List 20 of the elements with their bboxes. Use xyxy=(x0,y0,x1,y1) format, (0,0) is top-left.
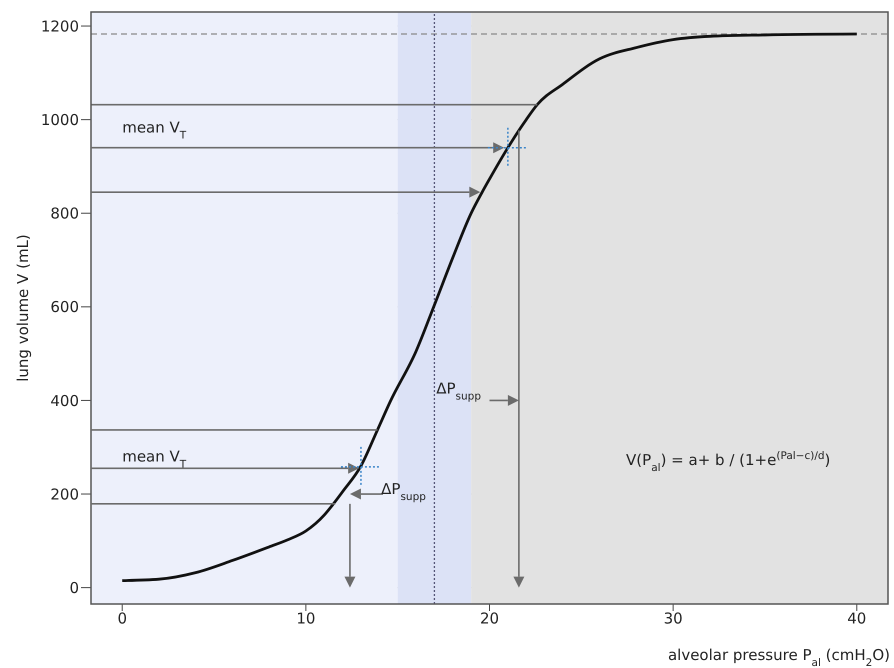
y-tick-label: 1200 xyxy=(40,17,79,36)
y-tick-label: 600 xyxy=(50,298,79,316)
x-tick-label: 0 xyxy=(117,610,127,628)
x-axis-title: alveolar pressure P$_{al}$ (cmH$_{2}$O) xyxy=(668,646,890,668)
line-series xyxy=(120,32,858,582)
annotation: ΔP$_{supp}$ xyxy=(381,480,426,504)
y-tick-label: 0 xyxy=(69,578,79,597)
x-tick-label: 30 xyxy=(664,610,683,628)
annotation: ΔP$_{supp}$ xyxy=(436,379,482,402)
annotation: mean V$_{T}$ xyxy=(122,447,187,470)
x-tick-label: 10 xyxy=(296,610,316,628)
x-tick-label: 40 xyxy=(847,610,866,628)
y-tick-label: 400 xyxy=(50,392,79,410)
x-tick-label: 20 xyxy=(480,610,500,628)
y-axis-title: lung volume V (mL) xyxy=(14,234,32,382)
y-tick-label: 1000 xyxy=(40,110,79,129)
y-tick-label: 800 xyxy=(50,204,79,223)
annotation: V(P$_{al}$) = a+ b / (1+e$^{(Pal−c)/d}$) xyxy=(626,450,830,474)
annotation: mean V$_{T}$ xyxy=(122,118,187,142)
y-tick-label: 200 xyxy=(50,485,79,504)
